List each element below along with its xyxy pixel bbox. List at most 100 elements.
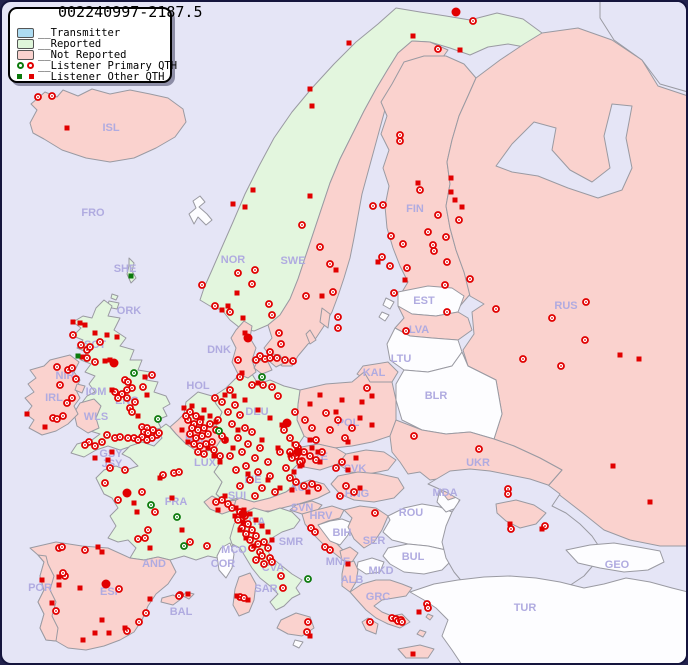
green-square-icon [17, 74, 22, 79]
listener-primary-qth-marker-center [94, 445, 96, 447]
country-label-SWE: SWE [280, 255, 305, 267]
listener-primary-qth-marker-center [584, 339, 586, 341]
listener-primary-qth-marker-center [134, 401, 136, 403]
listener-other-swatch [17, 74, 34, 79]
country-label-IRL: IRL [45, 392, 63, 404]
listener-primary-qth-marker-center [89, 346, 91, 348]
listener-other-qth-marker [122, 625, 128, 631]
listener-primary-qth-marker-center [261, 487, 263, 489]
country-label-RUS: RUS [554, 300, 577, 312]
listener-other-qth-marker [77, 320, 83, 326]
listener-primary-qth-marker-center [381, 256, 383, 258]
country-label-POR: POR [28, 582, 52, 594]
listener-other-qth-marker [39, 577, 45, 583]
listener-primary-qth-marker-center [189, 433, 191, 435]
country-label-FRO: FRO [81, 207, 105, 219]
listener-primary-qth-marker-center [335, 467, 337, 469]
listener-primary-qth-marker-center [301, 224, 303, 226]
listener-primary-qth-marker-center [137, 439, 139, 441]
country-portugal [37, 554, 59, 642]
listener-primary-qth-marker-center [114, 437, 116, 439]
country-label-ROU: ROU [399, 507, 424, 519]
listener-other-qth-marker [230, 201, 236, 207]
listener-primary-qth-marker-center [235, 469, 237, 471]
listener-primary-qth-marker-center [478, 448, 480, 450]
listener-other-qth-marker [233, 505, 239, 511]
listener-other-qth-marker [539, 526, 545, 532]
listener-primary-qth-marker-center [88, 441, 90, 443]
listener-primary-qth-marker-center [117, 499, 119, 501]
listener-primary-qth-marker-center [218, 430, 220, 432]
listener-other-qth-marker [448, 189, 454, 195]
listener-primary-qth-marker-center [197, 451, 199, 453]
listener-primary-qth-marker-center [259, 355, 261, 357]
listener-primary-qth-marker-center [310, 527, 312, 529]
country-label-SUI: SUI [228, 490, 246, 502]
country-label-BUL: BUL [402, 551, 425, 563]
listener-primary-qth-marker-center [241, 451, 243, 453]
country-label-ORK: ORK [117, 305, 142, 317]
country-label-SAR: SAR [254, 583, 277, 595]
listener-other-qth-marker [242, 204, 248, 210]
legend-not-reported-label: __Not Reported [38, 48, 127, 61]
country-label-FIN: FIN [406, 203, 424, 215]
listener-other-qth-marker [402, 277, 408, 283]
listener-primary-qth-marker-center [315, 459, 317, 461]
listener-primary-qth-marker-center [126, 389, 128, 391]
listener-other-qth-marker [369, 422, 375, 428]
country-label-SVN: SVN [291, 502, 314, 514]
listener-other-qth-marker [142, 374, 148, 380]
listener-other-qth-marker [309, 103, 315, 109]
listener-other-qth-marker [42, 424, 48, 430]
listener-primary-qth-marker-center [444, 284, 446, 286]
listener-other-qth-marker [243, 535, 249, 541]
listener-primary-qth-marker-center [229, 389, 231, 391]
listener-primary-qth-marker-center [280, 575, 282, 577]
listener-primary-qth-marker-center [261, 376, 263, 378]
listener-other-qth-marker [64, 125, 70, 131]
listener-other-qth-marker [345, 467, 351, 473]
country-bosnia [317, 518, 353, 546]
listener-primary-qth-marker-center [294, 411, 296, 413]
country-hungary [330, 471, 405, 503]
listener-primary-qth-marker-center [305, 295, 307, 297]
listener-primary-qth-marker-center [341, 461, 343, 463]
listener-other-qth-marker [375, 259, 381, 265]
country-label-KAL: KAL [363, 367, 386, 379]
listener-other-qth-marker [99, 617, 105, 623]
listener-primary-qth-marker-center [191, 427, 193, 429]
listener-primary-qth-marker-center [234, 404, 236, 406]
listener-primary-qth-marker-center [162, 474, 164, 476]
listener-primary-qth-marker-center [289, 451, 291, 453]
listener-other-qth-marker [24, 411, 30, 417]
listener-other-qth-marker [333, 267, 339, 273]
country-latvia [394, 305, 473, 341]
listener-primary-qth-marker-center [124, 469, 126, 471]
listener-primary-qth-marker-center [324, 546, 326, 548]
listener-primary-qth-marker-center [419, 189, 421, 191]
listener-primary-qth-marker-center [261, 555, 263, 557]
listener-other-qth-marker [245, 597, 251, 603]
listener-primary-qth-marker-center [55, 610, 57, 612]
listener-primary-qth-marker-center [445, 236, 447, 238]
listener-primary-qth-marker-center [317, 487, 319, 489]
listener-primary-qth-marker-center [239, 414, 241, 416]
listener-primary-qth-marker-center [121, 393, 123, 395]
listener-primary-qth-marker-center [221, 499, 223, 501]
country-oland [305, 329, 317, 345]
country-label-SMR: SMR [279, 536, 304, 548]
listener-primary-qth-marker-center [413, 435, 415, 437]
listener-primary-qth-marker-center [126, 630, 128, 632]
listener-other-qth-marker [345, 439, 351, 445]
listener-primary-qth-marker-center [221, 401, 223, 403]
listener-other-qth-marker [234, 593, 240, 599]
listener-other-qth-marker [205, 445, 211, 451]
listener-primary-qth-marker-center [267, 547, 269, 549]
country-label-HOL: HOL [186, 380, 210, 392]
country-label-LUX: LUX [194, 457, 217, 469]
listener-primary-qth-marker-center [437, 214, 439, 216]
listener-other-qth-marker [269, 537, 275, 543]
country-label-MNE: MNE [326, 556, 350, 568]
listener-other-qth-marker [299, 462, 305, 468]
listener-other-qth-marker [114, 334, 120, 340]
